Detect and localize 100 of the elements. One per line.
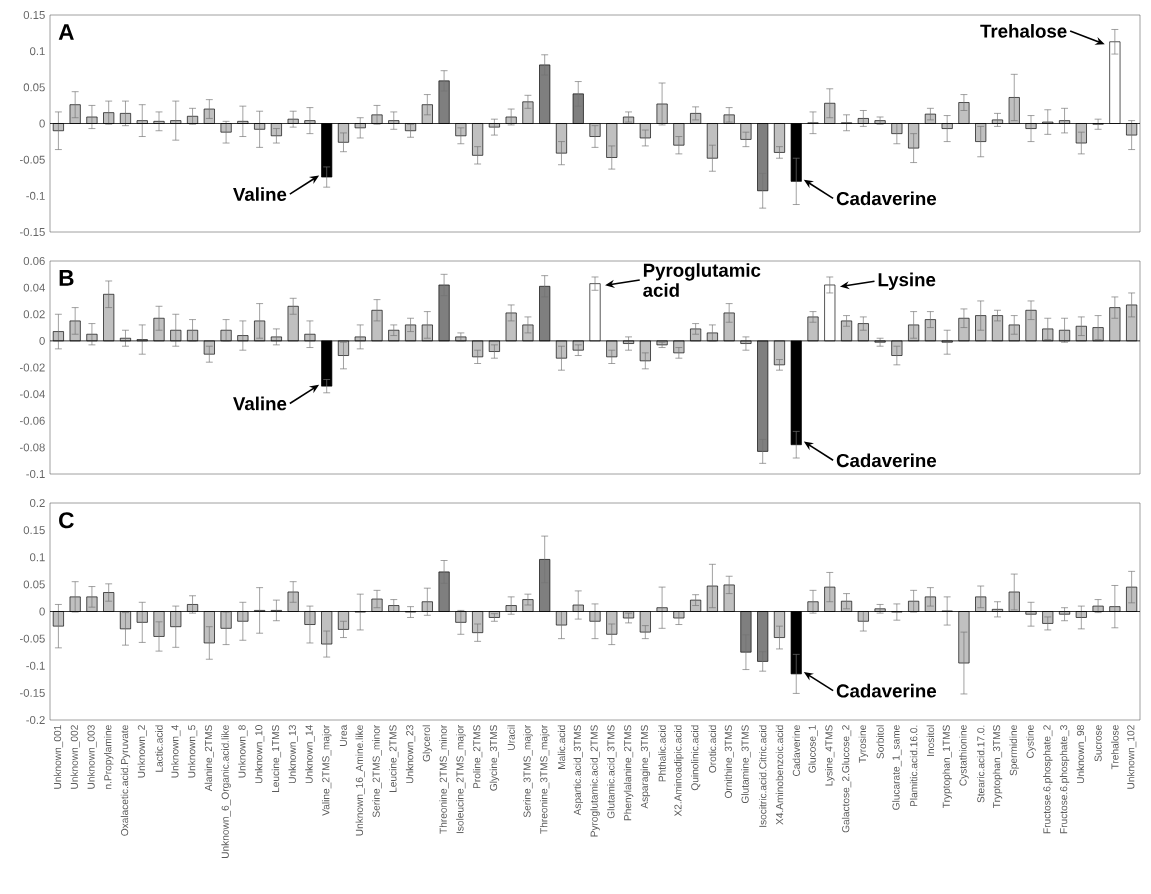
x-tick-label: Sucrose	[1094, 725, 1102, 762]
x-tick-label: Phthalic.acid	[658, 725, 666, 782]
x-tick-label: Unknown_13	[288, 725, 298, 784]
x-tick-label: Glutamic.acid_3TMS	[607, 725, 617, 819]
x-tick-label: Cystine	[1026, 725, 1036, 758]
x-tick-label: Leucine_1TMS	[271, 725, 282, 793]
x-tick-label: Unknown_4	[171, 725, 181, 778]
x-tick-label: Sorbitol	[876, 725, 884, 759]
x-tick-label: Unknown_003	[87, 725, 97, 789]
chart-title: C	[59, 512, 74, 529]
y-tick-label: 0.15	[23, 526, 45, 535]
y-tick-label: -0.04	[19, 390, 45, 399]
x-tick-label: n.Propylamine	[103, 725, 114, 789]
x-tick-label: Unknown_98	[1076, 725, 1086, 784]
y-tick-label: 0.05	[23, 83, 45, 92]
x-tick-label: Glucose_1	[808, 725, 818, 773]
x-tick-label: Unknown_16_Amine.like	[355, 725, 365, 836]
x-tick-label: Fructose.6.phosphate_3	[1059, 725, 1070, 834]
x-tick-label: Leucine_2TMS	[389, 725, 399, 793]
y-tick-label: -0.05	[19, 634, 45, 643]
y-tick-label: 0.1	[29, 47, 45, 56]
x-tick-label: X4.Aminobenzoic.acid	[775, 725, 784, 825]
y-tick-label: 0.1	[29, 553, 45, 562]
x-tick-label: Quinolinic.acid	[691, 725, 701, 791]
annotation: Pyroglutamic acid	[643, 263, 761, 297]
x-tick-label: Serine_3TMS_major	[523, 724, 533, 818]
x-tick-label: Isocitric.acid.Citric.acid	[758, 725, 767, 827]
y-tick-label: 0.15	[23, 11, 45, 20]
x-tick-label: Galactose_2.Glucose_2	[841, 725, 852, 833]
x-tick-label: Orotic.acid	[708, 725, 717, 773]
x-tick-label: Aspartic.acid_3TMS	[573, 725, 583, 816]
y-tick-label: 0.04	[23, 283, 45, 292]
chart-title: B	[59, 270, 74, 286]
annotation: Valine	[233, 187, 287, 201]
x-tick-label: Unknown_2	[137, 725, 147, 778]
x-tick-label: Urea	[339, 724, 348, 746]
x-tick-label: Proline_2TMS	[472, 725, 483, 789]
chart-title: A	[58, 24, 74, 40]
x-tick-label: Fructose.6.phosphate_2	[1043, 725, 1053, 834]
y-tick-label: 0	[39, 607, 45, 616]
x-tick-label: Trehalose	[1111, 725, 1119, 770]
x-tick-label: Stearic.acid.17.0.	[976, 725, 985, 803]
x-tick-label: Tryptophan_3TMS	[992, 725, 1003, 809]
x-tick-label: Tryptophan_1TMS	[942, 725, 952, 809]
y-tick-label: -0.02	[19, 363, 45, 372]
annotation: Cadaverine	[836, 683, 937, 698]
y-tick-label: 0	[39, 119, 45, 128]
y-tick-label: -0.2	[26, 716, 45, 725]
x-tick-label: Unknown_10	[254, 725, 265, 784]
x-tick-label: Unknown_6_Organic.acid.like	[221, 725, 231, 858]
x-tick-label: Inositol	[926, 725, 935, 756]
x-tick-label: Unknown_8	[238, 725, 248, 778]
y-tick-label: 0.05	[23, 580, 45, 589]
y-tick-label: 0	[39, 336, 45, 345]
y-tick-label: -0.15	[19, 688, 45, 697]
x-tick-label: Threonine_2TMS_minor	[439, 724, 449, 834]
x-tick-label: Pyroglutamic.acid_2TMS	[590, 725, 600, 837]
annotation: Trehalose	[980, 24, 1067, 38]
x-tick-label: Unknown_14	[305, 725, 315, 784]
annotation: Lysine	[878, 272, 936, 291]
x-tick-label: Glucarate_1_same	[892, 725, 902, 810]
y-tick-label: 0.06	[23, 257, 45, 266]
x-tick-label: Malic.acid	[557, 725, 566, 769]
x-tick-label: Unknown_23	[405, 725, 416, 784]
x-tick-label: Asparagine_3TMS	[640, 725, 651, 809]
x-tick-label: Oxalacetic.acid.Pyruvate	[120, 725, 131, 836]
y-tick-label: -0.08	[19, 443, 45, 452]
x-tick-label: Isoleucine_2TMS_major	[456, 724, 466, 834]
y-tick-label: -0.1	[26, 470, 45, 479]
x-tick-label: Glycerol	[422, 725, 433, 762]
x-tick-label: Glycine_3TMS	[489, 725, 500, 791]
x-tick-label: Lactic.acid	[155, 725, 163, 772]
y-tick-label: -0.1	[26, 191, 45, 200]
x-tick-label: Uracil	[507, 725, 515, 750]
x-tick-label: Unknown_002	[70, 725, 80, 789]
x-tick-label: Cadaverine	[792, 725, 800, 777]
y-tick-label: -0.05	[19, 155, 45, 164]
x-tick-label: X2.Aminoadipic.acid	[674, 725, 684, 817]
y-tick-label: -0.06	[19, 416, 45, 425]
x-tick-label: Serine_2TMS_minor	[372, 724, 382, 818]
x-tick-label: Spermidine	[1009, 725, 1019, 776]
x-tick-label: Cystathionine	[959, 725, 969, 786]
x-tick-label: Lysine_4TMS	[825, 725, 835, 786]
x-tick-label: Glutamine_3TMS	[741, 725, 751, 804]
y-tick-label: -0.1	[26, 661, 45, 670]
x-tick-label: Alanine_2TMS	[204, 725, 214, 792]
x-tick-label: Phenylalanine_2TMS	[623, 725, 634, 821]
y-tick-label: 0.02	[23, 310, 45, 319]
x-tick-label: Unknown_5	[187, 725, 198, 778]
x-tick-label: Unknown_102	[1126, 725, 1137, 789]
x-tick-label: Ornithine_3TMS	[724, 725, 734, 799]
x-tick-label: Plamitic.acid.16.0.	[909, 725, 918, 807]
x-tick-label: Tyrosine	[858, 725, 869, 763]
x-tick-label: Valine_2TMS_major	[321, 724, 332, 816]
x-tick-label: Unknown_001	[53, 725, 64, 789]
y-tick-label: 0.2	[29, 499, 45, 508]
annotation: Cadaverine	[836, 453, 937, 468]
annotation: Valine	[233, 396, 287, 411]
annotation: Cadaverine	[836, 191, 937, 206]
x-tick-label: Threonine_3TMS_major	[539, 724, 550, 834]
